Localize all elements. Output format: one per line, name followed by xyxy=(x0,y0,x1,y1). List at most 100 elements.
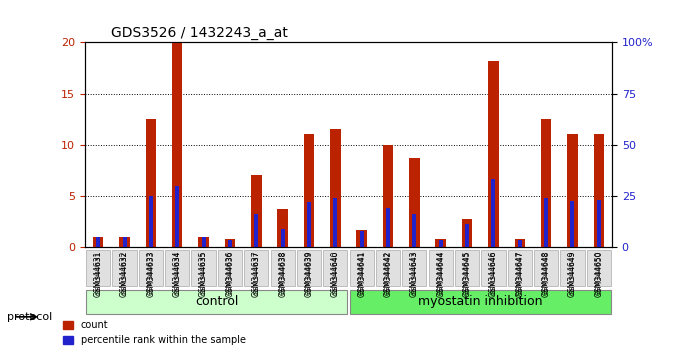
Bar xyxy=(517,240,522,247)
Bar xyxy=(376,250,400,286)
Text: GSM344642: GSM344642 xyxy=(385,250,391,295)
Bar xyxy=(139,250,163,286)
Text: GSM344643: GSM344643 xyxy=(410,250,419,297)
Bar xyxy=(271,250,294,286)
Bar xyxy=(383,145,393,247)
Text: GSM344650: GSM344650 xyxy=(596,250,602,295)
Bar xyxy=(541,119,551,247)
Bar xyxy=(330,129,341,247)
Bar xyxy=(508,250,532,286)
Text: GSM344643: GSM344643 xyxy=(411,250,418,295)
Bar xyxy=(455,250,479,286)
Bar xyxy=(597,200,601,247)
Bar xyxy=(492,179,496,247)
Bar xyxy=(567,135,578,247)
Bar xyxy=(412,214,416,247)
Bar xyxy=(199,237,209,247)
Text: GSM344637: GSM344637 xyxy=(252,250,260,297)
Text: GSM344634: GSM344634 xyxy=(174,250,180,295)
Bar xyxy=(560,250,585,286)
Text: GSM344648: GSM344648 xyxy=(543,250,549,295)
Bar xyxy=(251,175,262,247)
Bar xyxy=(297,250,321,286)
Text: GSM344641: GSM344641 xyxy=(357,250,366,297)
Text: GSM344649: GSM344649 xyxy=(568,250,577,297)
Bar xyxy=(244,250,269,286)
Bar xyxy=(544,198,548,247)
Bar xyxy=(307,202,311,247)
Text: GSM344633: GSM344633 xyxy=(146,250,155,297)
Text: GSM344646: GSM344646 xyxy=(490,250,496,295)
Text: protocol: protocol xyxy=(7,312,52,322)
Bar xyxy=(281,229,285,247)
Bar xyxy=(93,237,103,247)
Bar xyxy=(175,185,180,247)
Bar xyxy=(224,239,235,247)
Bar xyxy=(165,250,189,286)
Bar xyxy=(254,214,258,247)
Bar xyxy=(386,208,390,247)
Text: GSM344647: GSM344647 xyxy=(515,250,524,297)
Bar xyxy=(228,240,232,247)
Text: GSM344635: GSM344635 xyxy=(199,250,208,297)
Text: GSM344637: GSM344637 xyxy=(253,250,259,295)
Bar xyxy=(218,250,242,286)
Bar xyxy=(360,230,364,247)
Bar xyxy=(571,201,575,247)
Bar xyxy=(462,219,473,247)
Text: GSM344638: GSM344638 xyxy=(279,250,286,295)
Text: GDS3526 / 1432243_a_at: GDS3526 / 1432243_a_at xyxy=(112,26,288,40)
Bar xyxy=(122,237,126,247)
Bar xyxy=(428,250,453,286)
Bar xyxy=(86,250,110,286)
Text: GSM344632: GSM344632 xyxy=(122,250,128,295)
Text: GSM344644: GSM344644 xyxy=(438,250,444,295)
Bar xyxy=(435,239,446,247)
Text: GSM344640: GSM344640 xyxy=(331,250,340,297)
Text: GSM344641: GSM344641 xyxy=(358,250,364,295)
Text: GSM344639: GSM344639 xyxy=(305,250,313,297)
Text: GSM344645: GSM344645 xyxy=(462,250,471,297)
Text: GSM344649: GSM344649 xyxy=(569,250,575,295)
Bar xyxy=(481,250,505,286)
Bar xyxy=(86,290,347,314)
Bar xyxy=(192,250,216,286)
Bar xyxy=(439,240,443,247)
Bar xyxy=(172,42,182,247)
Bar xyxy=(587,250,611,286)
Bar xyxy=(403,250,426,286)
Text: GSM344632: GSM344632 xyxy=(120,250,129,297)
Bar xyxy=(409,158,420,247)
Text: GSM344631: GSM344631 xyxy=(94,250,103,297)
Text: GSM344635: GSM344635 xyxy=(201,250,207,295)
Legend: count, percentile rank within the sample: count, percentile rank within the sample xyxy=(59,316,250,349)
Bar xyxy=(201,237,205,247)
Bar xyxy=(465,224,469,247)
Bar xyxy=(112,250,137,286)
Text: GSM344642: GSM344642 xyxy=(384,250,392,297)
Text: GSM344640: GSM344640 xyxy=(333,250,339,295)
Text: GSM344644: GSM344644 xyxy=(437,250,445,297)
Bar xyxy=(146,119,156,247)
Text: GSM344631: GSM344631 xyxy=(95,250,101,295)
Text: myostatin inhibition: myostatin inhibition xyxy=(418,295,543,308)
Bar xyxy=(534,250,558,286)
Bar xyxy=(350,250,374,286)
Text: GSM344636: GSM344636 xyxy=(227,250,233,295)
Bar xyxy=(350,290,611,314)
Bar xyxy=(488,61,498,247)
Bar xyxy=(119,237,130,247)
Bar xyxy=(323,250,347,286)
Text: GSM344639: GSM344639 xyxy=(306,250,312,295)
Text: GSM344638: GSM344638 xyxy=(278,250,287,297)
Bar xyxy=(277,209,288,247)
Bar xyxy=(356,229,367,247)
Bar xyxy=(515,239,525,247)
Text: GSM344646: GSM344646 xyxy=(489,250,498,297)
Bar xyxy=(96,237,100,247)
Text: GSM344647: GSM344647 xyxy=(517,250,523,295)
Text: GSM344636: GSM344636 xyxy=(226,250,235,297)
Bar xyxy=(149,196,153,247)
Bar xyxy=(594,135,604,247)
Text: GSM344648: GSM344648 xyxy=(542,250,551,297)
